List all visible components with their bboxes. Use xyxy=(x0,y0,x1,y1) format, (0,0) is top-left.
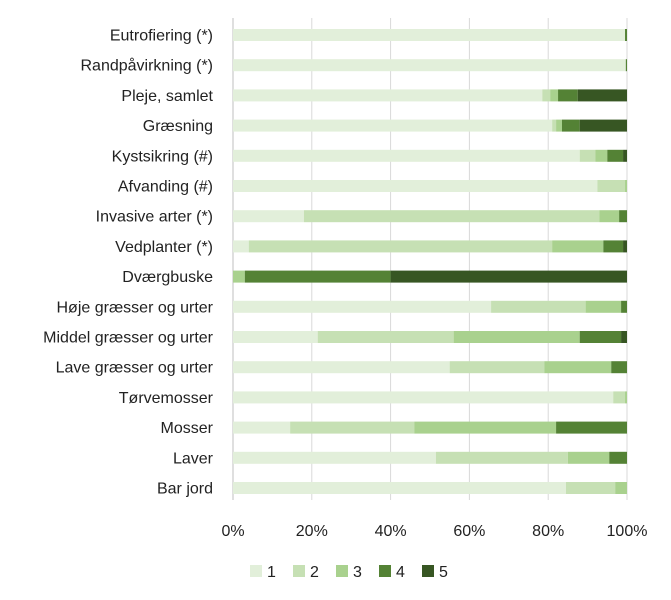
bar-segment-1 xyxy=(233,331,318,343)
category-label: Kystsikring (#) xyxy=(112,148,213,165)
x-tick-label: 80% xyxy=(532,523,564,540)
x-tick-label: 40% xyxy=(375,523,407,540)
legend-label: 2 xyxy=(310,564,319,581)
bar-segment-4 xyxy=(619,210,627,223)
x-tick-label: 60% xyxy=(453,523,485,540)
bar-segment-4 xyxy=(603,240,624,253)
x-tick-labels: 0% 20% 40% 60% 80% 100% xyxy=(221,523,647,540)
bar-segment-5 xyxy=(623,240,627,253)
bar-segment-2 xyxy=(613,391,626,404)
bar-segment-1 xyxy=(233,240,249,253)
bar-segment-1 xyxy=(233,482,566,494)
category-label: Græsning xyxy=(143,118,213,135)
bar-segment-3 xyxy=(233,270,245,283)
bar-segment-3 xyxy=(615,482,627,494)
bar-segment-3 xyxy=(550,89,559,102)
bar-segments xyxy=(233,29,627,494)
bar-segment-2 xyxy=(491,300,586,313)
bar-segment-4 xyxy=(609,451,627,464)
x-tick-label: 20% xyxy=(296,523,328,540)
x-tick-label: 0% xyxy=(221,523,244,540)
bar-segment-2 xyxy=(290,421,415,434)
bar-segment-4 xyxy=(579,331,622,343)
bar-segment-3 xyxy=(599,210,620,223)
bar-segment-1 xyxy=(233,149,580,162)
category-label: Tørvemosser xyxy=(119,390,214,407)
category-label: Eutrofiering (*) xyxy=(110,28,213,45)
bar-segment-1 xyxy=(233,451,436,464)
category-label: Pleje, samlet xyxy=(121,88,213,105)
category-label: Middel græsser og urter xyxy=(43,330,214,347)
bar-segment-3 xyxy=(595,149,608,162)
bar-segment-4 xyxy=(558,89,578,102)
bar-segment-4 xyxy=(625,59,627,72)
legend-label: 5 xyxy=(439,564,448,581)
bar-segment-4 xyxy=(561,119,580,132)
bar-segment-3 xyxy=(625,391,627,404)
bar-segment-2 xyxy=(435,451,568,464)
category-label: Randpåvirkning (*) xyxy=(80,57,213,75)
bar-segment-4 xyxy=(625,29,627,41)
bar-segment-3 xyxy=(556,119,562,132)
legend-swatch-3 xyxy=(336,565,348,577)
legend-swatch-5 xyxy=(422,565,434,577)
bar-segment-3 xyxy=(585,300,622,313)
bar-segment-1 xyxy=(233,89,543,102)
bar-segment-5 xyxy=(623,149,627,162)
category-label: Høje græsser og urter xyxy=(57,299,214,316)
bar-segment-4 xyxy=(607,149,624,162)
bar-segment-3 xyxy=(414,421,557,434)
bar-segment-4 xyxy=(621,300,627,313)
category-label: Lave græsser og urter xyxy=(56,360,214,377)
category-label: Dværgbuske xyxy=(122,269,213,286)
bar-segment-5 xyxy=(579,119,627,132)
bar-segment-1 xyxy=(233,300,492,313)
bar-segment-2 xyxy=(303,210,600,223)
bar-segment-3 xyxy=(544,361,612,374)
bar-segment-1 xyxy=(233,361,450,374)
bar-segment-4 xyxy=(244,270,391,283)
x-tick-label: 100% xyxy=(607,523,648,540)
bar-segment-1 xyxy=(233,180,598,192)
bar-segment-1 xyxy=(233,421,291,434)
bar-segment-1 xyxy=(233,210,304,223)
legend-label: 4 xyxy=(396,564,405,581)
bar-segment-5 xyxy=(621,331,627,343)
bar-segment-2 xyxy=(552,119,557,132)
bar-segment-1 xyxy=(233,29,626,41)
bar-segment-4 xyxy=(611,361,627,374)
bar-segment-3 xyxy=(453,331,580,343)
category-labels: Eutrofiering (*) Randpåvirkning (*) Pleje,… xyxy=(43,28,214,498)
bar-segment-2 xyxy=(317,331,454,343)
bar-segment-2 xyxy=(248,240,553,253)
bar-segment-3 xyxy=(552,240,604,253)
bar-segment-2 xyxy=(597,180,626,192)
legend-label: 1 xyxy=(267,564,276,581)
bar-segment-3 xyxy=(567,451,610,464)
legend: 1 2 3 4 5 xyxy=(250,564,448,581)
bar-segment-5 xyxy=(390,270,627,283)
bar-segment-1 xyxy=(233,391,614,404)
category-label: Mosser xyxy=(161,420,214,437)
bar-segment-4 xyxy=(556,421,627,434)
category-label: Bar jord xyxy=(157,481,213,498)
bar-segment-3 xyxy=(625,180,627,192)
legend-swatch-2 xyxy=(293,565,305,577)
bar-segment-2 xyxy=(579,149,596,162)
bar-segment-2 xyxy=(449,361,545,374)
bar-segment-2 xyxy=(565,482,616,494)
legend-label: 3 xyxy=(353,564,362,581)
bar-segment-1 xyxy=(233,119,553,132)
bar-segment-5 xyxy=(577,89,627,102)
category-label: Afvanding (#) xyxy=(118,179,213,196)
bar-segment-2 xyxy=(542,89,551,102)
bar-segment-1 xyxy=(233,59,626,72)
category-label: Invasive arter (*) xyxy=(96,209,213,226)
legend-swatch-4 xyxy=(379,565,391,577)
category-label: Laver xyxy=(173,450,214,467)
legend-swatch-1 xyxy=(250,565,262,577)
category-label: Vedplanter (*) xyxy=(115,239,213,256)
